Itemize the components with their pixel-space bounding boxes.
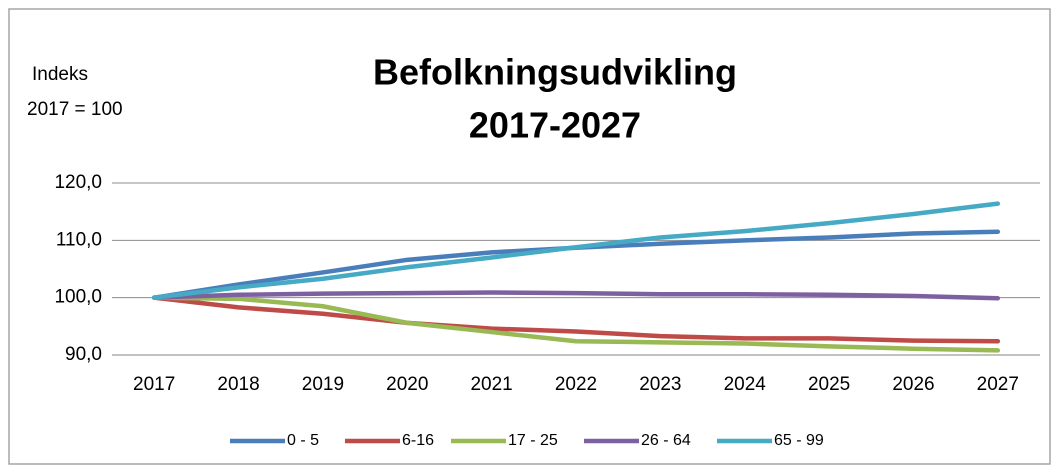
legend-label: 6-16: [402, 432, 434, 449]
x-tick-label: 2027: [977, 374, 1019, 395]
x-tick-label: 2025: [808, 374, 850, 395]
legend-label: 26 - 64: [641, 432, 691, 449]
y-axis-label: 2017 = 100: [27, 99, 123, 120]
x-tick-label: 2024: [724, 374, 767, 395]
x-tick-label: 2022: [555, 374, 597, 395]
x-tick-label: 2026: [892, 374, 934, 395]
legend-label: 17 - 25: [508, 432, 558, 449]
series-line: [151, 290, 1001, 301]
y-tick-label: 90,0: [65, 344, 102, 365]
chart-title: Befolkningsudvikling: [373, 52, 737, 93]
x-tick-label: 2020: [386, 374, 428, 395]
legend-label: 65 - 99: [774, 432, 824, 449]
y-axis-label: Indeks: [32, 64, 88, 85]
x-tick-label: 2017: [133, 374, 175, 395]
series-line: [151, 295, 1001, 344]
x-tick-label: 2021: [470, 374, 512, 395]
chart-title: 2017-2027: [469, 105, 641, 146]
y-tick-label: 100,0: [54, 287, 102, 308]
x-tick-label: 2023: [639, 374, 681, 395]
series-line: [151, 201, 1001, 300]
x-tick-label: 2018: [217, 374, 259, 395]
y-tick-label: 120,0: [54, 172, 102, 193]
legend-label: 0 - 5: [287, 432, 319, 449]
series-line: [151, 295, 1001, 353]
y-tick-label: 110,0: [56, 229, 102, 250]
x-tick-label: 2019: [302, 374, 344, 395]
